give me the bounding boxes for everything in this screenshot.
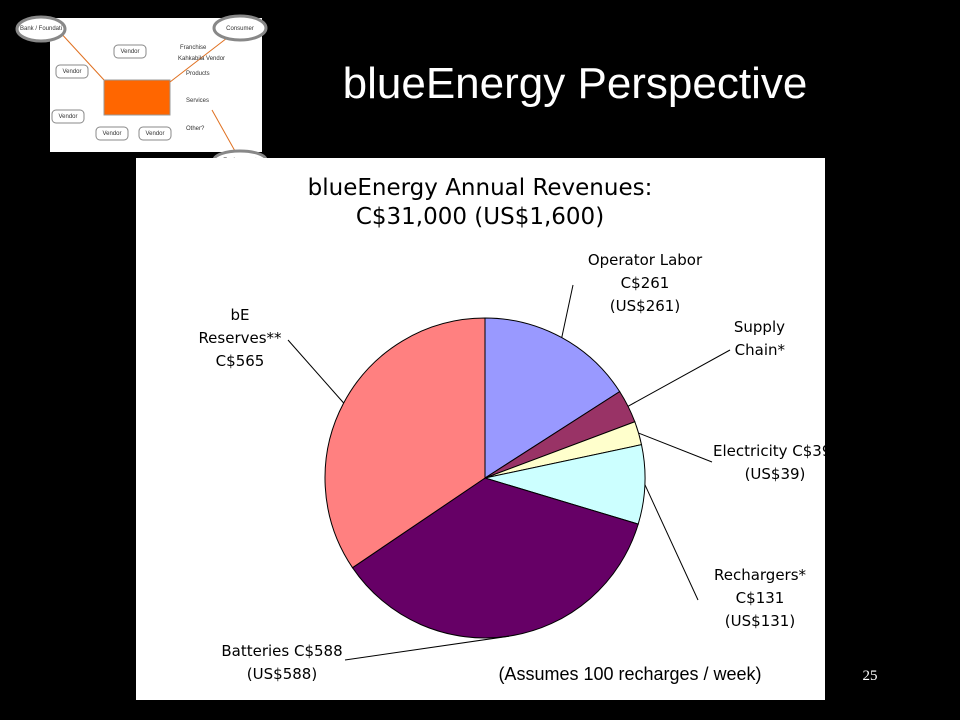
chart: blueEnergy Annual Revenues: C$31,000 (US… (198, 175, 831, 684)
pie-slice (324, 317, 486, 569)
chart-title: blueEnergy Annual Revenues: (308, 175, 653, 201)
slice-label: (US$588) (247, 665, 317, 683)
leader-line (344, 635, 510, 661)
thumb-label: Other? (186, 126, 205, 132)
slice-label: (US$261) (610, 297, 680, 315)
note: (Assumes 100 recharges / week) (498, 664, 761, 684)
slice-label: Batteries C$588 (221, 642, 342, 660)
thumb-label: Kahkabila Vendor (178, 56, 225, 62)
slice-label: Electricity C$39 (713, 442, 831, 460)
slice-label: C$565 (216, 352, 265, 370)
leader-line (638, 432, 713, 463)
slice-label: (US$131) (725, 612, 795, 630)
leader-line (644, 484, 699, 601)
slice-label: bE (231, 306, 250, 324)
thumb-box (51, 109, 85, 124)
slice-label: Operator Labor (588, 251, 703, 269)
leader-line (627, 349, 731, 407)
thumb-label: Vendor (58, 114, 77, 120)
leader-line (287, 339, 345, 404)
diagram-thumbnail: Vendor Vendor Vendor Vendor Vendor Franchise K… (15, 14, 268, 171)
thumb-label: Vendor (62, 69, 81, 75)
slice-label: Rechargers* (714, 566, 807, 584)
thumb-label: Vendor (145, 131, 164, 137)
thumb-box (138, 126, 172, 141)
thumb-label: Bank / Foundati (20, 26, 62, 32)
thumb-box (95, 126, 129, 141)
slice-label: Supply (734, 318, 785, 336)
slice-label: C$261 (621, 274, 670, 292)
thumb-center (103, 79, 171, 116)
slice-label: (US$39) (745, 465, 806, 483)
thumb-label: Services (186, 98, 209, 104)
slice-label: Chain* (735, 341, 786, 359)
thumb-box (55, 64, 89, 79)
slide-title: blueEnergy Perspective (343, 59, 808, 108)
leader-line (561, 284, 574, 338)
slice-label: Reserves** (198, 329, 282, 347)
thumb-label: Products (186, 71, 210, 77)
thumb-label: Vendor (120, 49, 139, 55)
thumb-box (113, 44, 147, 59)
thumb-label: Consumer (226, 26, 254, 32)
chart-title: C$31,000 (US$1,600) (356, 204, 604, 230)
thumb-label: Vendor (102, 131, 121, 137)
page-number: 25 (863, 668, 878, 684)
slice-label: C$131 (736, 589, 785, 607)
thumb-label: Franchise (180, 45, 207, 51)
